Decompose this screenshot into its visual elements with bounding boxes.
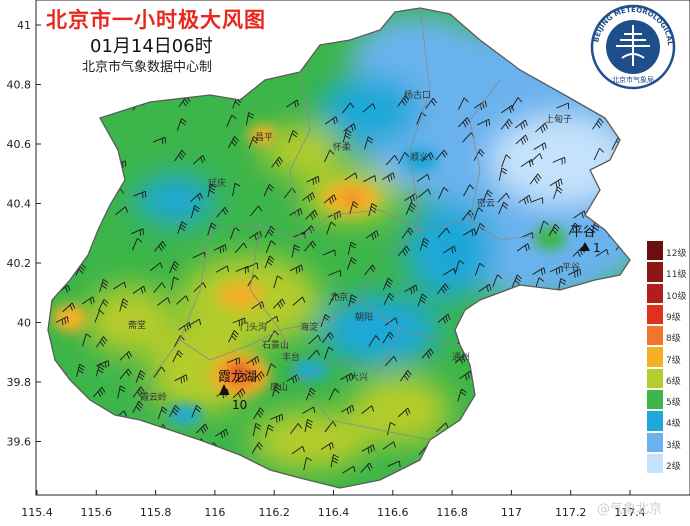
logo-bottom-text: 北京市气象局 [612, 75, 654, 84]
x-tick-label: 116 [204, 506, 225, 519]
place-label: 杨古口 [404, 89, 431, 101]
x-tick-label: 116.8 [436, 506, 468, 519]
place-label: 平谷 [562, 262, 580, 273]
station-pinggu-name: 平谷 [570, 225, 596, 240]
legend-label: 4级 [666, 416, 681, 429]
place-label: 丰台 [282, 351, 300, 363]
map-producer: 北京市气象数据中心制 [82, 56, 212, 75]
watermark: @气象北京 [597, 498, 662, 517]
x-tick-label: 117 [501, 506, 522, 519]
place-label: 延庆 [208, 177, 226, 189]
legend-label: 3级 [666, 438, 681, 451]
x-tick-label: 117.2 [555, 506, 587, 519]
place-label: 斋堂 [128, 319, 146, 331]
y-tick-label: 39.8 [7, 376, 32, 389]
legend-swatch [646, 325, 664, 346]
y-tick-label: 40.8 [7, 79, 32, 92]
legend-label: 11级 [666, 267, 686, 280]
map-title: 北京市一小时极大风图 [46, 4, 266, 34]
legend-swatch [646, 261, 664, 282]
x-tick-label: 115.8 [140, 506, 172, 519]
legend-swatch [646, 240, 664, 261]
wind-scale-legend [646, 240, 664, 474]
place-label: 石景山 [262, 340, 289, 351]
place-label: 通州 [452, 352, 470, 363]
place-label: 门头沟 [240, 321, 267, 333]
y-tick-label: 41 [17, 19, 31, 32]
legend-label: 12级 [666, 246, 686, 259]
legend-swatch [646, 304, 664, 325]
x-tick-label: 116.4 [318, 506, 350, 519]
place-label: 房山 [270, 381, 288, 393]
x-tick-label: 115.4 [21, 506, 53, 519]
legend-swatch [646, 283, 664, 304]
legend-label: 2级 [666, 459, 681, 472]
station-xialonghu-name: 霞龙湖 [218, 370, 257, 385]
legend-label: 9级 [666, 310, 681, 323]
station-pinggu-value: 1 [593, 241, 601, 255]
place-label: 昌平 [255, 132, 273, 143]
x-tick-label: 116.6 [377, 506, 409, 519]
place-label: 海淀 [300, 321, 318, 333]
map-datetime: 01月14日06时 [90, 32, 213, 58]
station-xialonghu-value: 10 [232, 398, 247, 412]
legend-swatch [646, 346, 664, 367]
x-tick-label: 116.2 [258, 506, 290, 519]
y-tick-label: 39.6 [7, 436, 32, 449]
place-label: 怀柔 [333, 141, 351, 153]
legend-swatch [646, 453, 664, 474]
place-label: 北京 [330, 291, 348, 303]
legend-label: 7级 [666, 353, 681, 366]
legend-label: 10级 [666, 289, 686, 302]
place-label: 密云 [477, 197, 495, 209]
legend-swatch [646, 432, 664, 453]
place-label: 大兴 [350, 371, 368, 383]
place-label: 上甸子 [545, 113, 572, 125]
y-tick-label: 40.4 [7, 198, 32, 211]
legend-label: 8级 [666, 331, 681, 344]
legend-swatch [646, 389, 664, 410]
legend-label: 6级 [666, 374, 681, 387]
y-tick-label: 40.2 [7, 257, 32, 270]
x-tick-label: 115.6 [81, 506, 113, 519]
place-label: 顺义 [410, 152, 428, 163]
legend-swatch [646, 368, 664, 389]
place-label: 朝阳 [355, 312, 373, 323]
place-label: 霞云岭 [140, 391, 167, 403]
y-tick-label: 40.6 [7, 138, 32, 151]
y-tick-label: 40 [17, 317, 31, 330]
legend-swatch [646, 410, 664, 431]
legend-label: 5级 [666, 395, 681, 408]
